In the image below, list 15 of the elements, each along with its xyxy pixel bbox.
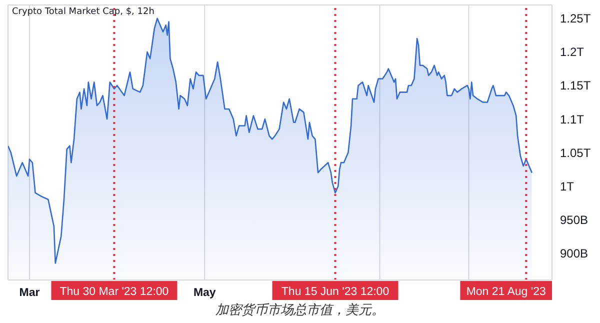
ref-line-label: Thu 15 Jun '23 12:00: [281, 286, 390, 298]
chart-title: Crypto Total Market Cap, $, 12h: [12, 7, 154, 17]
x-tick-label: May: [193, 287, 216, 300]
y-tick-label: 1.05T: [560, 146, 592, 160]
y-tick-label: 1.1T: [560, 112, 585, 126]
y-tick-label: 1T: [560, 179, 575, 194]
y-tick-label: 900B: [560, 246, 588, 260]
x-tick-label: Mar: [19, 287, 40, 300]
ref-line-label: Mon 21 Aug '23: [466, 286, 546, 298]
y-tick-label: 1.25T: [560, 12, 592, 26]
text: 加密货币市场总市值，美元。: [214, 302, 386, 319]
y-tick-label: 950B: [560, 212, 588, 227]
ref-line-label: Thu 30 Mar '23 12:00: [60, 286, 169, 298]
y-tick-label: 1.15T: [560, 78, 592, 93]
y-tick-label: 1.2T: [560, 45, 585, 60]
